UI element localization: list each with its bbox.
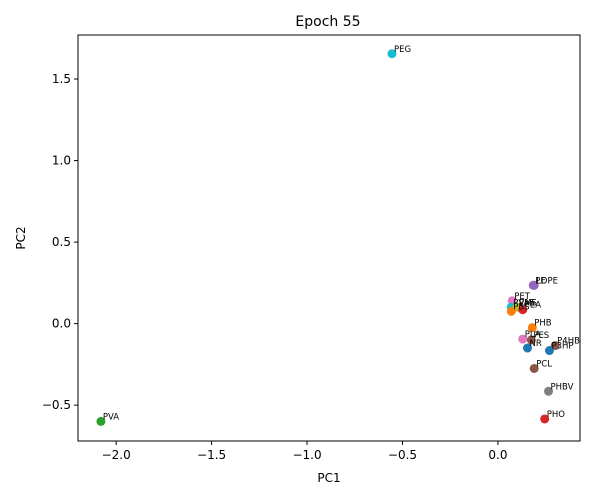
data-point xyxy=(523,343,533,353)
y-tick-label: 0.0 xyxy=(52,317,71,331)
data-point xyxy=(544,386,554,396)
plot-frame xyxy=(77,34,581,442)
data-point-label: PHO xyxy=(547,410,566,420)
data-point-label: PCL xyxy=(536,359,552,369)
x-tick-label: −2.0 xyxy=(102,448,131,462)
data-point xyxy=(527,323,537,333)
data-point-label: PEA xyxy=(525,301,541,311)
y-axis: −0.5 0.0 0.5 1.0 1.5 xyxy=(42,72,78,412)
x-axis: −2.0 −1.5 −1.0 −0.5 0.0 xyxy=(102,441,507,462)
data-point-label: PBS xyxy=(513,302,529,312)
data-point-label: PHBV xyxy=(551,382,574,392)
data-point xyxy=(506,306,516,316)
data-point-label: PMS xyxy=(519,298,537,308)
x-tick-label: −1.5 xyxy=(197,448,226,462)
data-point xyxy=(526,335,536,345)
points-layer xyxy=(96,49,560,426)
x-tick-label: −0.5 xyxy=(388,448,417,462)
data-point-label: LDPE xyxy=(536,276,558,286)
data-point xyxy=(540,414,550,424)
y-tick-label: 0.5 xyxy=(52,235,71,249)
data-point-label: PVA xyxy=(103,412,119,422)
x-tick-label: 0.0 xyxy=(488,448,507,462)
data-point-label: PVAS xyxy=(513,298,535,308)
y-tick-label: −0.5 xyxy=(42,398,71,412)
data-point xyxy=(544,346,554,356)
data-point-label: PE xyxy=(535,276,546,286)
data-point xyxy=(529,363,539,373)
data-point-label: NR xyxy=(530,339,542,349)
data-point xyxy=(96,416,106,426)
data-point-label: PES xyxy=(533,331,549,341)
y-axis-label: PC2 xyxy=(14,226,28,249)
y-tick-label: 1.5 xyxy=(52,72,71,86)
data-point xyxy=(518,305,528,315)
data-point-label: PEG xyxy=(394,45,411,55)
data-point xyxy=(518,334,528,344)
data-point-label: P3HP xyxy=(551,342,573,352)
x-axis-label: PC1 xyxy=(317,471,340,485)
data-point xyxy=(529,280,539,290)
x-tick-label: −1.0 xyxy=(292,448,321,462)
y-tick-label: 1.0 xyxy=(52,154,71,168)
data-point xyxy=(387,49,397,59)
data-point-label: PHB xyxy=(534,319,552,329)
data-point-label: PLA xyxy=(525,330,541,340)
chart-title: Epoch 55 xyxy=(295,14,360,30)
data-point-label: PET xyxy=(514,292,530,302)
data-point-label: P4HB xyxy=(557,337,580,347)
